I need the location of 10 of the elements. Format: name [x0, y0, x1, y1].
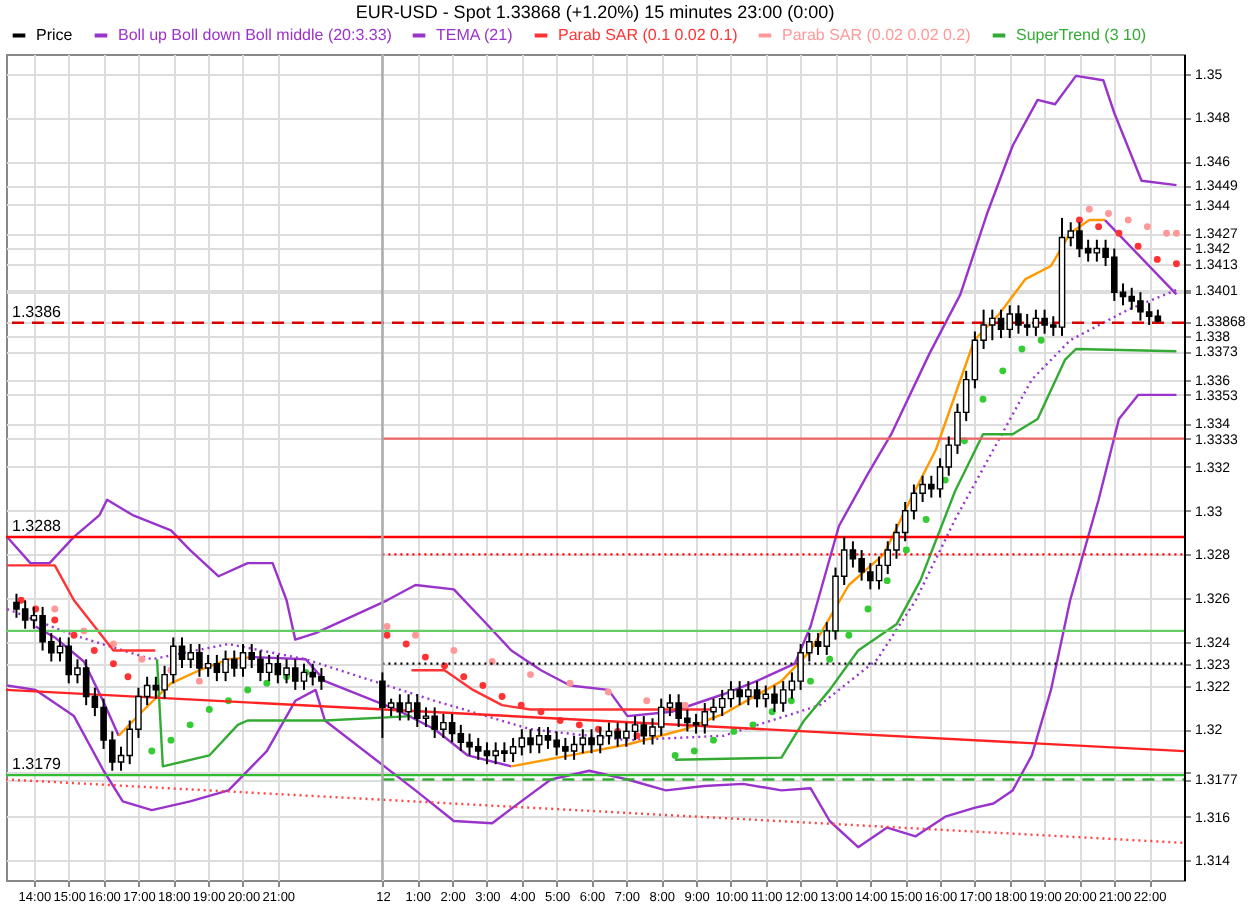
- legend-label: Boll up Boll down Boll middle (20:3.33): [118, 25, 393, 44]
- ref-line-label: 1.3386: [12, 302, 63, 321]
- legend-label: TEMA (21): [436, 25, 514, 44]
- legend-label: Price: [36, 25, 74, 44]
- legend-label: Parab SAR (0.1 0.02 0.1): [558, 25, 739, 44]
- legend-label: Parab SAR (0.02 0.02 0.2): [782, 25, 972, 44]
- chart-title: EUR-USD - Spot 1.33868 (+1.20%) 15 minutes 23:00 (0:00): [355, 2, 835, 22]
- legend-label: SuperTrend (3 10): [1016, 25, 1147, 44]
- ref-line-label: 1.3179: [12, 755, 63, 774]
- ref-line-label: 1.3288: [12, 516, 63, 535]
